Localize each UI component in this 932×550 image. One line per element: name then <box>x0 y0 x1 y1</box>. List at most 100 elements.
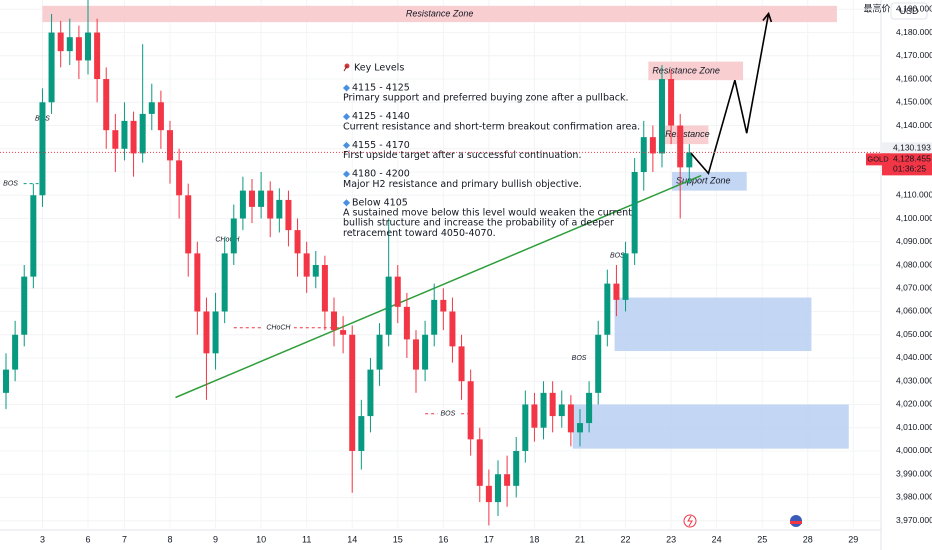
marker-label: BOS <box>440 411 455 418</box>
pin-icon <box>343 65 348 72</box>
x-tick-label: 7 <box>122 534 127 544</box>
x-tick-label: 25 <box>757 534 767 544</box>
marker-label: BOS <box>572 355 587 362</box>
candle-body <box>66 37 73 52</box>
zone <box>42 5 837 23</box>
candle-body <box>85 32 92 61</box>
y-tick-label: 4,070.000 <box>896 282 932 292</box>
y-tick-label: 4,030.000 <box>896 375 932 385</box>
candle-body <box>103 79 110 131</box>
bullet <box>342 199 351 207</box>
marker-bg <box>0 178 22 189</box>
candle-body <box>540 392 547 428</box>
candle-body <box>340 330 347 335</box>
zone-label: Resistance <box>665 129 710 139</box>
y-tick-label: 4,040.000 <box>896 352 932 362</box>
candle-body <box>531 404 538 428</box>
y-tick-label: 3,980.000 <box>896 492 932 502</box>
candle-body <box>285 199 292 231</box>
x-tick-label: 3 <box>40 534 45 544</box>
bullet <box>342 84 351 92</box>
candle-body <box>312 265 319 277</box>
x-tick-label: 28 <box>803 534 813 544</box>
candle-body <box>385 276 392 335</box>
note-range: 4180 - 4200 <box>352 169 410 180</box>
candle-body <box>3 369 10 393</box>
projection-path <box>690 13 770 176</box>
candle-body <box>631 172 638 254</box>
candle-body <box>203 311 210 354</box>
candle-body <box>148 102 155 114</box>
event-bolt <box>687 515 693 527</box>
currency-button[interactable] <box>890 2 928 20</box>
candle-body <box>686 152 693 168</box>
candle-body <box>467 381 474 440</box>
x-tick-label: 10 <box>256 534 266 544</box>
candle-body <box>185 195 192 254</box>
y-tick-label: 4,080.000 <box>896 259 932 269</box>
candle-body <box>504 474 511 486</box>
candle-body <box>485 485 492 503</box>
x-tick-label: 8 <box>167 534 172 544</box>
countdown: 01:36:25 <box>893 164 926 174</box>
candle-body <box>604 283 611 335</box>
plot-area: Resistance Zone Resistance Zone Resistance… <box>0 0 881 530</box>
candle-body <box>176 160 183 196</box>
trendline <box>175 174 702 399</box>
candle-body <box>576 423 583 433</box>
candle-body <box>440 299 447 312</box>
note-text: retracement toward 4050-4070. <box>343 228 496 239</box>
candle-body <box>267 190 274 219</box>
symbol-label: GOLD <box>867 154 889 163</box>
marker-label: CHoCH <box>266 325 291 332</box>
currency[interactable]: USD <box>899 6 919 16</box>
candle-body <box>522 404 529 451</box>
marker-bg <box>437 408 459 419</box>
candle-body <box>167 130 174 161</box>
candle-body <box>258 190 265 207</box>
y-tick-label: 4,140.000 <box>896 120 932 130</box>
marker-label: CHoCH <box>215 236 240 243</box>
x-tick-label: 16 <box>438 534 448 544</box>
candle-body <box>658 79 665 154</box>
price-mark-bg <box>882 153 932 176</box>
y-tick-label: 4,160.000 <box>896 73 932 83</box>
x-tick-label: 23 <box>666 534 676 544</box>
candle-body <box>303 253 310 277</box>
candle-body <box>549 392 556 417</box>
event-flag-stripe <box>790 521 802 524</box>
x-tick-label: 11 <box>302 534 311 544</box>
candle-body <box>94 32 101 80</box>
zone <box>672 172 747 191</box>
zone <box>614 297 812 352</box>
candle-body <box>403 306 410 340</box>
candle-body <box>121 120 128 149</box>
y-tick-label: 4,150.000 <box>896 97 932 107</box>
y-tick-label: 4,170.000 <box>896 50 932 60</box>
notes-title: Key Levels <box>354 63 404 74</box>
x-tick-label: 29 <box>848 534 858 544</box>
price-mark-bg <box>882 142 932 155</box>
candle-body <box>130 120 137 154</box>
y-tick-label: 4,090.000 <box>896 236 932 246</box>
zone <box>648 61 744 81</box>
bullet <box>342 141 351 149</box>
candle-body <box>513 450 520 486</box>
note-range: 4115 - 4125 <box>352 83 410 94</box>
candle-body <box>613 283 620 300</box>
y-tick-label: 4,060.000 <box>896 306 932 316</box>
candle-body <box>21 276 28 335</box>
candle-body <box>476 439 483 486</box>
candle-body <box>449 311 456 347</box>
x-tick-label: 14 <box>347 534 357 544</box>
zone-label: Support Zone <box>676 176 731 186</box>
y-tick-label: 3,970.000 <box>896 515 932 525</box>
candle-body <box>640 137 647 173</box>
note-text: A sustained move below this level would … <box>343 208 632 219</box>
candle-body <box>249 190 256 207</box>
candle-body <box>558 404 565 417</box>
high-label: 最高价 <box>863 2 890 13</box>
candle-body <box>230 218 237 254</box>
x-tick-label: 15 <box>393 534 403 544</box>
